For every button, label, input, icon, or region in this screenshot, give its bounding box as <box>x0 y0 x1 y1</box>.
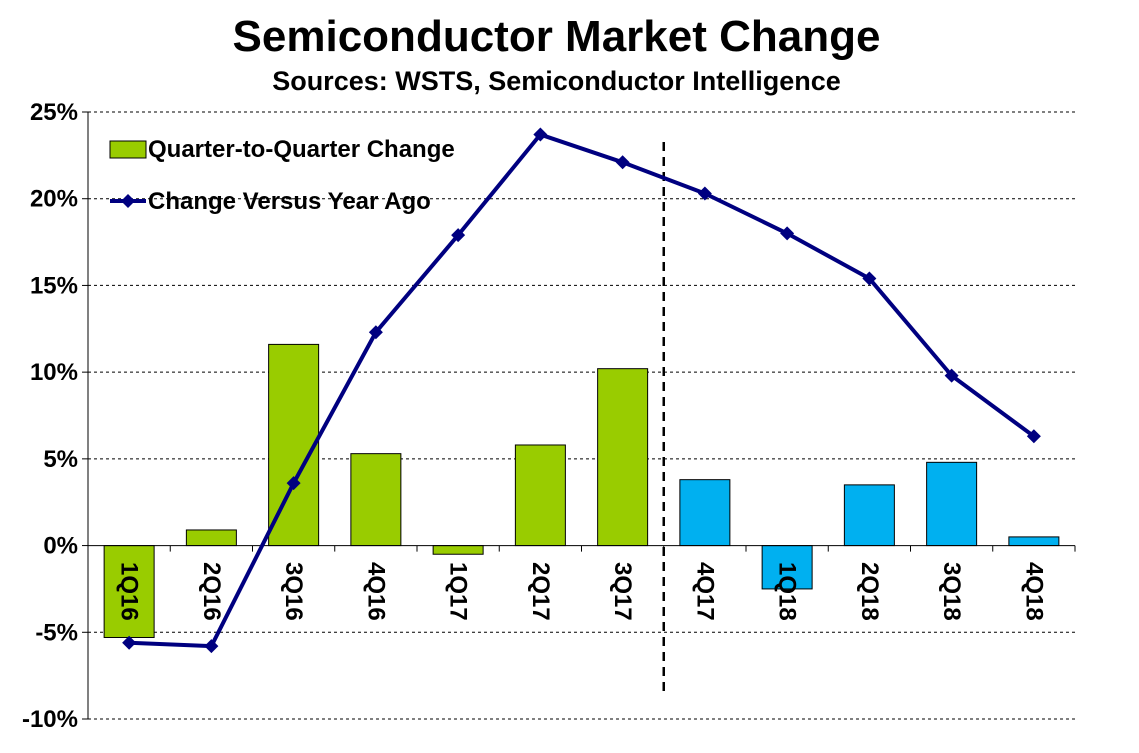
yoy-line <box>129 132 1036 649</box>
yoy-point <box>368 325 383 340</box>
x-category-label: 1Q16 <box>116 562 143 621</box>
gridlines <box>88 111 1075 720</box>
legend-bar-swatch <box>109 140 147 159</box>
bar <box>1008 536 1060 547</box>
yoy-point <box>451 228 466 243</box>
yoy-point <box>122 635 137 650</box>
x-category-label: 1Q18 <box>774 562 801 621</box>
bar <box>843 484 895 547</box>
chart-subtitle: Sources: WSTS, Semiconductor Intelligenc… <box>272 66 841 96</box>
legend-bar-label: Quarter-to-Quarter Change <box>148 136 455 163</box>
yoy-point <box>204 639 219 654</box>
axes <box>87 112 1076 719</box>
yoy-point <box>697 186 712 201</box>
bar <box>185 529 237 547</box>
y-tick-label: 15% <box>30 272 78 299</box>
yoy-point <box>944 368 959 383</box>
y-axis-ticks: 25% 20% 15% 10% 5% 0% -5% -10% <box>22 99 88 733</box>
y-tick-label: 25% <box>30 99 78 126</box>
y-tick-label: -10% <box>22 706 78 733</box>
line-series <box>122 127 1041 654</box>
x-category-label: 4Q16 <box>362 562 389 621</box>
yoy-point <box>533 127 548 142</box>
y-tick-label: 10% <box>30 359 78 386</box>
legend: Quarter-to-Quarter Change Change Versus … <box>109 136 455 215</box>
x-category-label: 2Q18 <box>856 562 883 621</box>
bar <box>432 545 484 555</box>
yoy-point <box>862 271 877 286</box>
legend-line-marker <box>121 194 135 208</box>
legend-line-label: Change Versus Year Ago <box>148 188 431 215</box>
y-tick-label: -5% <box>35 619 78 646</box>
x-category-label: 4Q18 <box>1020 562 1047 621</box>
bar <box>679 479 731 547</box>
x-axis-categories: 1Q16 2Q16 3Q16 4Q16 1Q17 2Q17 3Q17 4Q17 1Q18 2Q18… <box>116 562 1048 621</box>
x-category-label: 2Q17 <box>527 562 554 621</box>
yoy-point <box>780 226 795 241</box>
bar-series <box>103 343 1060 638</box>
y-tick-label: 0% <box>43 533 78 560</box>
chart-title: Semiconductor Market Change <box>232 12 881 61</box>
bar <box>103 545 155 638</box>
x-category-label: 2Q16 <box>198 562 225 621</box>
x-category-label: 3Q17 <box>609 562 636 621</box>
bar <box>926 461 978 547</box>
x-category-label: 3Q16 <box>280 562 307 621</box>
y-tick-label: 5% <box>43 446 78 473</box>
x-category-label: 4Q17 <box>691 562 718 621</box>
bar <box>514 444 566 547</box>
bar <box>350 453 402 547</box>
y-tick-label: 20% <box>30 186 78 213</box>
bar <box>597 368 649 547</box>
x-category-label: 1Q17 <box>445 562 472 621</box>
yoy-point <box>615 155 630 170</box>
x-category-label: 3Q18 <box>938 562 965 621</box>
yoy-point <box>286 476 301 491</box>
yoy-point <box>1026 429 1041 444</box>
